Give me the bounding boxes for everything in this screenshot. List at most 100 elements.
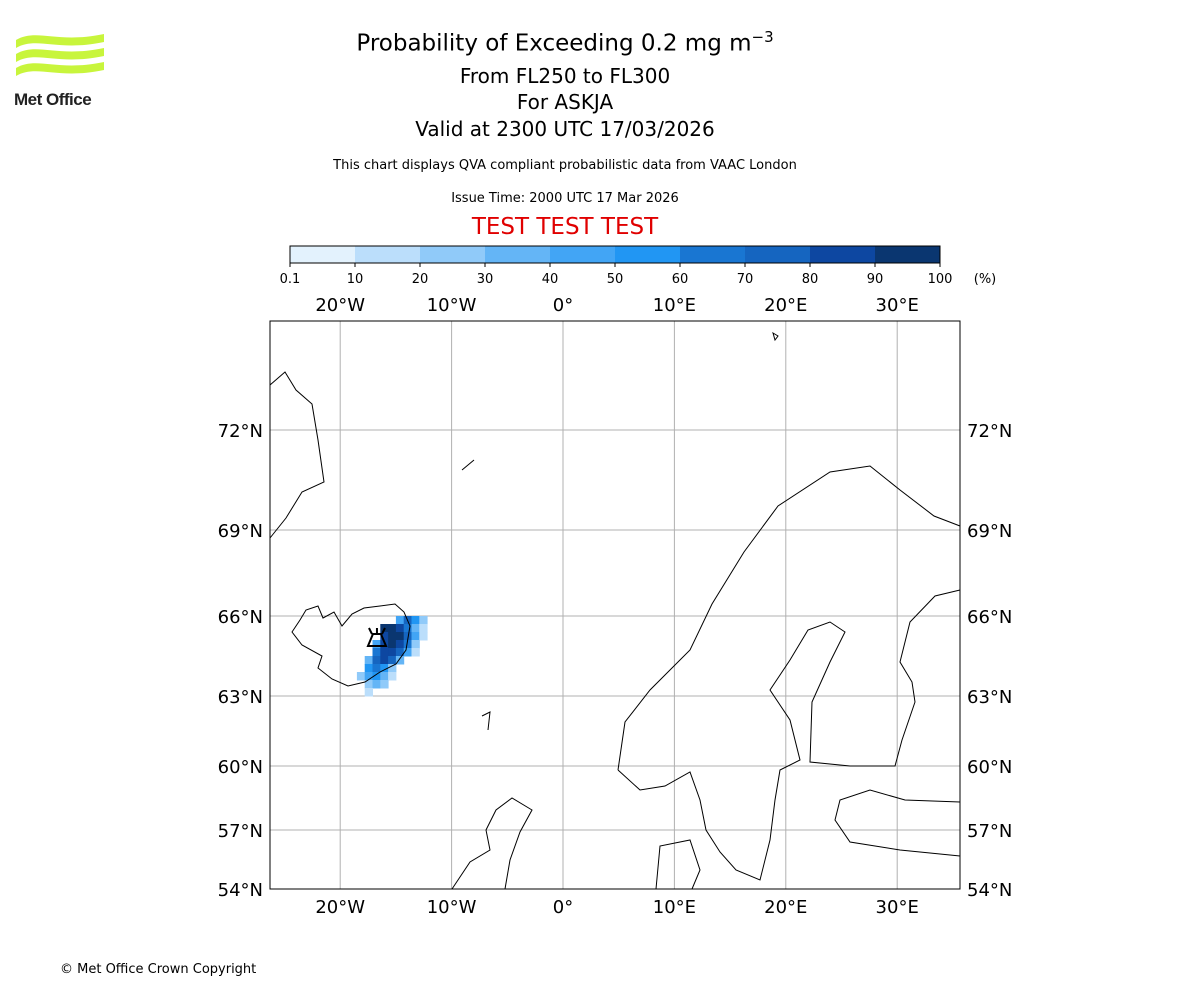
colorbar-tick-label: 10 xyxy=(347,272,364,287)
probability-cell xyxy=(411,648,420,657)
lon-label-top: 10°E xyxy=(653,295,696,316)
colorbar-bin xyxy=(745,246,810,263)
lon-label-top: 20°W xyxy=(315,295,365,316)
probability-cell xyxy=(403,640,412,649)
lat-label-right: 66°N xyxy=(967,607,1012,628)
coast-sweden-finland xyxy=(617,589,961,881)
probability-cell xyxy=(388,672,397,681)
lat-label-left: 66°N xyxy=(218,607,263,628)
probability-cell xyxy=(364,664,374,673)
colorbar-bin xyxy=(680,246,745,263)
probability-cells xyxy=(356,616,428,697)
chart-note: This chart displays QVA compliant probab… xyxy=(333,158,797,173)
lat-label-right: 72°N xyxy=(967,421,1012,442)
lon-label-bottom: 20°W xyxy=(315,897,365,918)
colorbar-unit: (%) xyxy=(974,272,997,287)
lon-label-top: 0° xyxy=(553,295,573,316)
probability-cell xyxy=(395,616,405,625)
probability-cell xyxy=(388,624,397,633)
probability-cell xyxy=(364,680,374,689)
probability-cell xyxy=(388,664,397,673)
lon-label-bottom: 20°E xyxy=(764,897,807,918)
colorbar-bin xyxy=(810,246,875,263)
probability-cell xyxy=(388,648,397,657)
lon-label-top: 20°E xyxy=(764,295,807,316)
subtitle-valid-time: Valid at 2300 UTC 17/03/2026 xyxy=(415,117,715,141)
coast-baltic xyxy=(834,789,961,857)
probability-cell xyxy=(411,632,420,641)
chart-title: Probability of Exceeding 0.2 mg m−3 xyxy=(356,28,774,57)
probability-cell xyxy=(364,656,374,665)
lat-label-left: 57°N xyxy=(218,821,263,842)
coast-faroe xyxy=(481,711,491,731)
issue-time: Issue Time: 2000 UTC 17 Mar 2026 xyxy=(451,191,679,206)
lat-label-left: 63°N xyxy=(218,687,263,708)
probability-cell xyxy=(403,648,412,657)
probability-cell xyxy=(403,624,412,633)
probability-cell xyxy=(388,656,397,665)
lon-label-top: 10°W xyxy=(427,295,477,316)
colorbar-bin xyxy=(550,246,615,263)
colorbar-tick-label: 30 xyxy=(477,272,494,287)
probability-cell xyxy=(380,664,389,673)
probability-cell xyxy=(395,656,405,665)
probability-cell xyxy=(388,640,397,649)
colorbar-tick-label: 60 xyxy=(672,272,689,287)
volcano-symbol xyxy=(366,627,388,647)
lat-label-right: 57°N xyxy=(967,821,1012,842)
colorbar-tick-label: 70 xyxy=(737,272,754,287)
probability-cell xyxy=(364,672,374,681)
probability-cell xyxy=(395,640,405,649)
lat-label-right: 54°N xyxy=(967,880,1012,901)
probability-cell xyxy=(364,688,374,697)
lat-label-left: 54°N xyxy=(218,880,263,901)
probability-cell xyxy=(372,656,381,665)
colorbar-tick-label: 20 xyxy=(412,272,429,287)
probability-cell xyxy=(411,624,420,633)
logo-text: Met Office xyxy=(14,90,92,109)
coast-bear-island xyxy=(772,331,779,342)
coast-jan-mayen xyxy=(461,459,475,471)
copyright: © Met Office Crown Copyright xyxy=(60,962,257,977)
probability-cell xyxy=(411,616,420,625)
met-office-waves-icon xyxy=(16,34,104,76)
probability-cell xyxy=(419,624,428,633)
probability-cell xyxy=(380,648,389,657)
lat-label-left: 60°N xyxy=(218,757,263,778)
subtitle-levels: From FL250 to FL300 xyxy=(459,64,671,88)
lon-label-bottom: 10°W xyxy=(427,897,477,918)
probability-cell xyxy=(395,648,405,657)
colorbar-bin xyxy=(615,246,680,263)
colorbar-tick-label: 40 xyxy=(542,272,559,287)
probability-cell xyxy=(372,672,381,681)
probability-cell xyxy=(380,656,389,665)
colorbar-bin xyxy=(420,246,485,263)
probability-cell xyxy=(372,648,381,657)
lon-label-bottom: 0° xyxy=(553,897,573,918)
probability-cell xyxy=(372,664,381,673)
probability-cell xyxy=(372,640,381,649)
probability-cell xyxy=(419,632,428,641)
lon-label-bottom: 10°E xyxy=(653,897,696,918)
colorbar: 0.1 10 20 30 40 50 60 70 80 90 100 (%) xyxy=(280,245,997,287)
colorbar-tick-label: 0.1 xyxy=(280,272,301,287)
probability-cell xyxy=(380,680,389,689)
lat-label-right: 69°N xyxy=(967,521,1012,542)
test-banner: TEST TEST TEST xyxy=(471,214,659,240)
probability-cell xyxy=(395,624,405,633)
probability-cell xyxy=(411,640,420,649)
subtitle-volcano: For ASKJA xyxy=(516,90,614,114)
colorbar-tick-label: 80 xyxy=(802,272,819,287)
coast-great-britain xyxy=(451,797,533,890)
probability-cell xyxy=(356,672,366,681)
coastlines xyxy=(269,331,961,890)
probability-cell xyxy=(419,616,428,625)
lat-label-right: 63°N xyxy=(967,687,1012,708)
colorbar-tick-label: 100 xyxy=(928,272,953,287)
lat-label-left: 69°N xyxy=(218,521,263,542)
lat-label-left: 72°N xyxy=(218,421,263,442)
probability-cell xyxy=(372,680,381,689)
coast-norway xyxy=(617,465,961,771)
lon-label-bottom: 30°E xyxy=(876,897,919,918)
